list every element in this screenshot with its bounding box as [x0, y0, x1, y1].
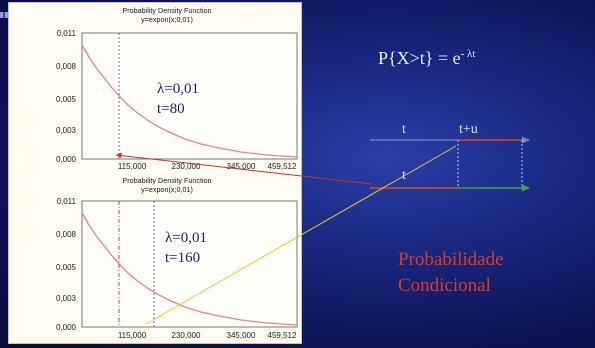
t-label: t=80: [157, 101, 185, 117]
chart-top-title: Probability Density Function: [122, 6, 211, 15]
x-tick-label: 230,000: [172, 162, 201, 171]
conditional-line2: Condicional: [398, 275, 491, 296]
timeline-label-tu: t+u: [459, 122, 478, 137]
chart-top-subtitle: y=expon(x;0,01): [141, 15, 193, 24]
y-tick-label: 0,003: [56, 294, 77, 303]
y-tick-label: 0,005: [56, 263, 77, 272]
x-tick-label: 115,000: [118, 331, 147, 340]
chart-bottom-x-ticks: 115,000 230,000 345,000 459,512: [118, 331, 297, 340]
conditional-probability-label: Probabilidade Condicional: [398, 247, 504, 299]
x-tick-label: 459,512: [268, 162, 297, 171]
arrowhead-icon: [522, 184, 530, 192]
chart-top-plot-area: [81, 32, 298, 160]
y-tick-label: 0,011: [57, 29, 77, 38]
x-tick-label: 230,000: [172, 331, 201, 340]
chart-bottom-annotation: λ=0,01 t=160: [165, 228, 207, 268]
x-tick-label: 345,000: [227, 331, 256, 340]
y-tick-label: 0,008: [56, 62, 77, 71]
y-tick-label: 0,008: [56, 230, 77, 239]
y-tick-label: 0,000: [56, 155, 77, 164]
chart-top-x-ticks: 115,000 230,000 345,000 459,512: [118, 162, 297, 171]
t-label: t=160: [165, 250, 201, 266]
chart-top: Probability Density Function y=expon(x;0…: [56, 6, 298, 171]
chart-top-y-ticks: 0,011 0,008 0,005 0,003 0,000: [56, 29, 77, 164]
y-tick-label: 0,000: [56, 323, 77, 332]
x-tick-label: 345,000: [227, 162, 256, 171]
y-tick-label: 0,011: [57, 197, 77, 206]
chart-top-annotation: λ=0,01 t=80: [157, 79, 199, 119]
chart-bottom-subtitle: y=expon(x;0,01): [141, 185, 193, 194]
conditional-line1: Probabilidade: [398, 249, 504, 270]
chart-bottom-title: Probability Density Function: [122, 176, 211, 185]
charts-panel: Probability Density Function y=expon(x;0…: [8, 2, 302, 344]
timeline-label-t-bottom: t: [402, 168, 406, 183]
chart-bottom-y-ticks: 0,011 0,008 0,005 0,003 0,000: [56, 197, 77, 332]
x-tick-label: 115,000: [118, 162, 147, 171]
lambda-label: λ=0,01: [165, 230, 207, 246]
formula-lhs: P{X>t} = e: [378, 48, 461, 68]
y-tick-label: 0,005: [56, 95, 77, 104]
chart-bottom: Probability Density Function y=expon(x;0…: [56, 176, 298, 340]
y-tick-label: 0,003: [56, 126, 77, 135]
survival-formula: P{X>t} = e- λt: [378, 48, 475, 69]
arrowhead-icon: [522, 136, 530, 144]
x-tick-label: 459,512: [268, 331, 297, 340]
lambda-label: λ=0,01: [157, 81, 199, 97]
formula-exponent: - λt: [460, 48, 476, 60]
timeline-label-t-top: t: [402, 122, 406, 137]
